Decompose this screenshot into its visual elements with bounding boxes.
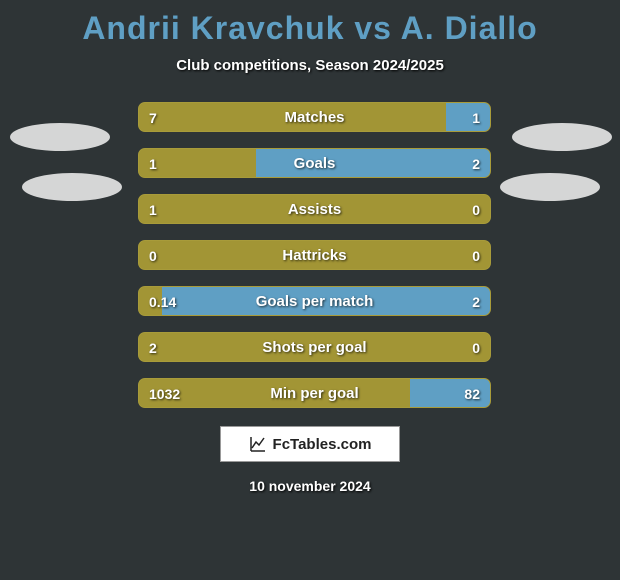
value-right: 82 — [454, 379, 490, 408]
value-left: 1032 — [139, 379, 190, 408]
team-oval — [500, 173, 600, 201]
bar-right — [256, 149, 490, 177]
bar-container: 0.142Goals per match — [138, 286, 491, 316]
value-right: 1 — [462, 103, 490, 132]
value-right: 2 — [462, 149, 490, 178]
team-oval — [512, 123, 612, 151]
value-right: 0 — [462, 195, 490, 224]
team-oval — [10, 123, 110, 151]
value-right: 0 — [462, 241, 490, 270]
metric-label: Hattricks — [139, 241, 490, 270]
page-title: Andrii Kravchuk vs A. Diallo — [0, 0, 620, 47]
value-left: 0.14 — [139, 287, 186, 316]
value-left: 7 — [139, 103, 167, 132]
bar-container: 10Assists — [138, 194, 491, 224]
logo-text: FcTables.com — [273, 436, 372, 453]
subtitle: Club competitions, Season 2024/2025 — [0, 57, 620, 74]
comparison-chart: 71Matches12Goals10Assists00Hattricks0.14… — [0, 102, 620, 408]
metric-row: 103282Min per goal — [0, 378, 620, 408]
team-oval — [22, 173, 122, 201]
bar-left — [139, 195, 490, 223]
value-right: 2 — [462, 287, 490, 316]
metric-row: 20Shots per goal — [0, 332, 620, 362]
bar-container: 103282Min per goal — [138, 378, 491, 408]
bar-container: 20Shots per goal — [138, 332, 491, 362]
value-left: 2 — [139, 333, 167, 362]
bar-left — [139, 333, 490, 361]
value-right: 0 — [462, 333, 490, 362]
value-left: 0 — [139, 241, 167, 270]
date-label: 10 november 2024 — [0, 478, 620, 494]
bar-left — [139, 103, 446, 131]
bar-right — [162, 287, 490, 315]
bar-container: 71Matches — [138, 102, 491, 132]
value-left: 1 — [139, 195, 167, 224]
chart-icon — [249, 435, 267, 453]
logo-box[interactable]: FcTables.com — [220, 426, 400, 462]
bar-container: 12Goals — [138, 148, 491, 178]
bar-container: 0 0Hattricks — [138, 240, 491, 270]
value-left: 1 — [139, 149, 167, 178]
metric-row: 0 0Hattricks — [0, 240, 620, 270]
metric-row: 0.142Goals per match — [0, 286, 620, 316]
